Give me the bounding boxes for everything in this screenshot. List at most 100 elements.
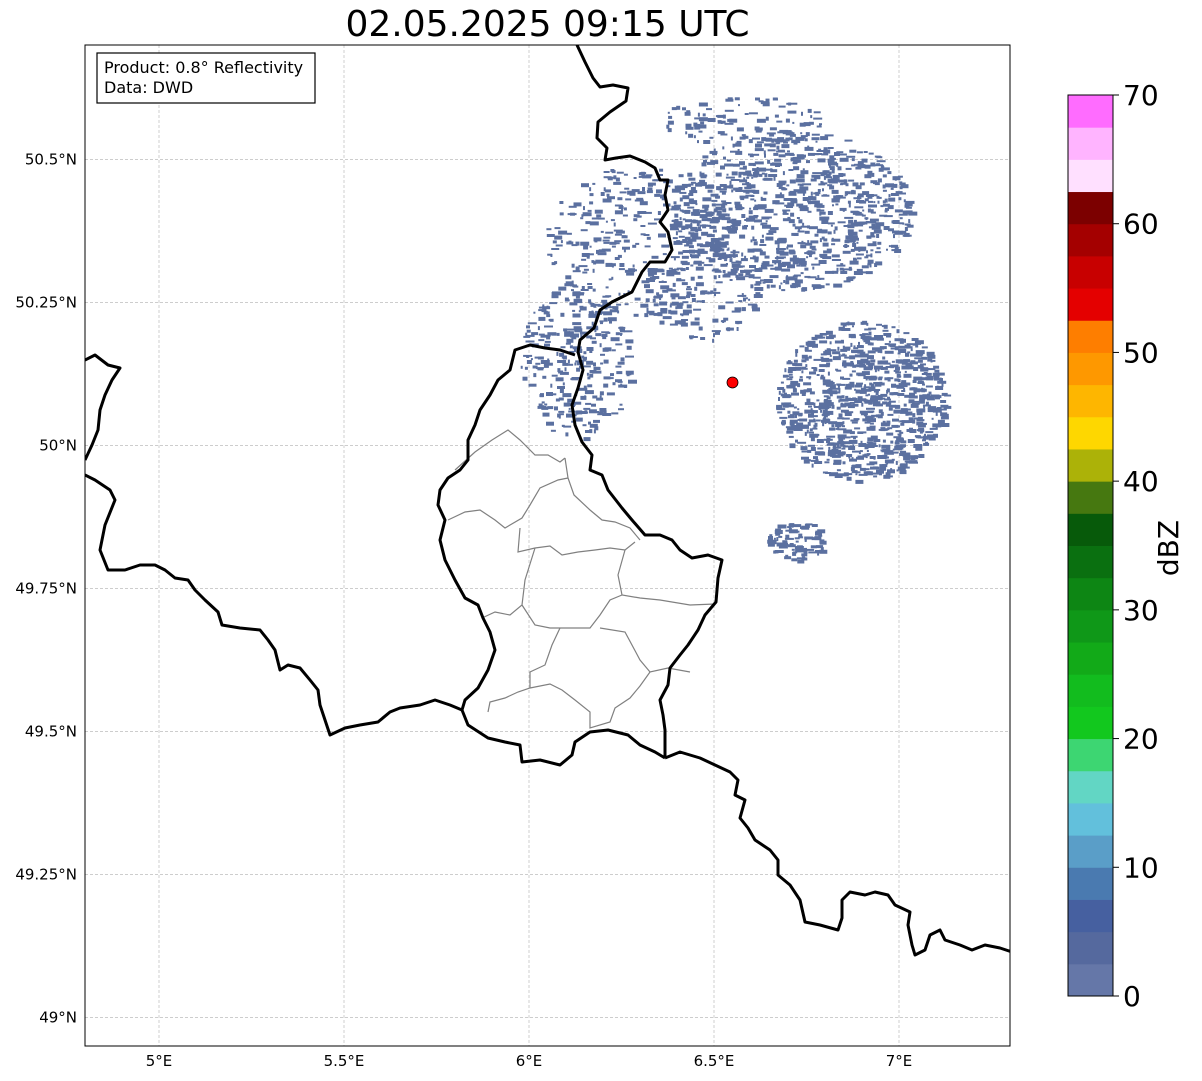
echo-pixel bbox=[882, 401, 888, 405]
echo-pixel bbox=[811, 133, 820, 136]
echo-pixel bbox=[899, 463, 908, 467]
echo-pixel bbox=[834, 475, 843, 478]
echo-pixel bbox=[546, 314, 551, 318]
echo-pixel bbox=[742, 225, 748, 230]
echo-pixel bbox=[810, 447, 816, 451]
echo-pixel bbox=[788, 169, 794, 171]
echo-pixel bbox=[865, 194, 874, 197]
echo-pixel bbox=[769, 534, 773, 537]
echo-pixel bbox=[884, 451, 890, 455]
echo-pixel bbox=[871, 414, 877, 417]
echo-pixel bbox=[694, 317, 700, 321]
echo-pixel bbox=[903, 403, 907, 407]
y-tick-label: 49°N bbox=[39, 1008, 77, 1026]
echo-pixel bbox=[727, 227, 736, 232]
echo-pixel bbox=[829, 155, 835, 160]
echo-pixel bbox=[810, 178, 817, 182]
echo-pixel bbox=[760, 101, 768, 105]
echo-pixel bbox=[858, 473, 868, 476]
echo-pixel bbox=[816, 399, 820, 402]
echo-pixel bbox=[690, 321, 700, 326]
echo-pixel bbox=[891, 244, 898, 248]
echo-pixel bbox=[726, 235, 729, 238]
echo-pixel bbox=[531, 332, 539, 336]
echo-pixel bbox=[755, 97, 760, 101]
echo-pixel bbox=[718, 241, 727, 245]
echo-pixel bbox=[888, 404, 896, 408]
y-tick-label: 50.25°N bbox=[15, 293, 77, 311]
echo-pixel bbox=[655, 269, 665, 273]
echo-pixel bbox=[925, 401, 929, 406]
echo-pixel bbox=[752, 239, 757, 242]
info-data-text: Data: DWD bbox=[104, 78, 193, 97]
echo-pixel bbox=[833, 462, 842, 465]
echo-pixel bbox=[827, 371, 830, 376]
echo-pixel bbox=[709, 221, 719, 224]
echo-pixel bbox=[861, 402, 864, 407]
echo-pixel bbox=[776, 150, 786, 153]
echo-pixel bbox=[587, 209, 592, 212]
echo-pixel bbox=[820, 136, 829, 141]
echo-pixel bbox=[765, 236, 774, 241]
colorbar-band bbox=[1068, 384, 1113, 418]
echo-pixel bbox=[827, 158, 835, 163]
colorbar-band bbox=[1068, 481, 1113, 514]
echo-pixel bbox=[588, 409, 597, 414]
echo-pixel bbox=[812, 433, 820, 436]
echo-pixel bbox=[572, 270, 581, 273]
echo-pixel bbox=[557, 360, 567, 363]
echo-pixel bbox=[726, 226, 731, 229]
echo-pixel bbox=[877, 414, 883, 419]
echo-pixel bbox=[637, 191, 646, 195]
echo-pixel bbox=[837, 450, 840, 454]
x-tick-label: 5.5°E bbox=[324, 1052, 365, 1070]
echo-pixel bbox=[801, 424, 809, 429]
echo-pixel bbox=[598, 411, 604, 415]
echo-pixel bbox=[748, 298, 751, 301]
echo-pixel bbox=[903, 332, 910, 335]
echo-pixel bbox=[778, 180, 787, 184]
echo-pixel bbox=[854, 388, 857, 391]
echo-pixel bbox=[580, 395, 587, 400]
echo-pixel bbox=[787, 110, 797, 114]
echo-pixel bbox=[866, 450, 869, 452]
echo-pixel bbox=[690, 276, 695, 281]
echo-pixel bbox=[839, 398, 849, 402]
echo-pixel bbox=[902, 338, 906, 343]
echo-pixel bbox=[741, 307, 746, 312]
echo-pixel bbox=[677, 186, 685, 191]
echo-pixel bbox=[790, 199, 798, 204]
colorbar-tick-label: 50 bbox=[1123, 336, 1159, 369]
echo-pixel bbox=[813, 153, 820, 156]
echo-pixel bbox=[559, 352, 565, 357]
echo-pixel bbox=[851, 189, 855, 193]
echo-pixel bbox=[916, 419, 925, 422]
echo-pixel bbox=[884, 398, 891, 401]
echo-pixel bbox=[617, 197, 623, 201]
echo-pixel bbox=[601, 299, 608, 303]
echo-pixel bbox=[551, 292, 557, 296]
echo-pixel bbox=[943, 406, 947, 410]
echo-pixel bbox=[707, 184, 714, 189]
echo-pixel bbox=[579, 306, 587, 311]
echo-pixel bbox=[808, 226, 818, 230]
colorbar-tick-label: 0 bbox=[1123, 980, 1141, 1013]
echo-pixel bbox=[900, 230, 907, 234]
echo-pixel bbox=[820, 376, 826, 380]
echo-pixel bbox=[815, 550, 823, 553]
echo-pixel bbox=[784, 537, 794, 540]
echo-pixel bbox=[797, 258, 806, 263]
echo-pixel bbox=[599, 408, 607, 412]
echo-pixel bbox=[808, 419, 816, 423]
echo-pixel bbox=[750, 284, 754, 289]
echo-pixel bbox=[919, 396, 926, 401]
echo-pixel bbox=[756, 257, 759, 262]
echo-pixel bbox=[606, 377, 614, 380]
echo-pixel bbox=[931, 409, 937, 412]
echo-pixel bbox=[842, 461, 846, 465]
echo-pixel bbox=[837, 346, 840, 351]
echo-pixel bbox=[618, 408, 624, 411]
echo-pixel bbox=[522, 376, 528, 381]
x-tick-label: 6.5°E bbox=[694, 1052, 735, 1070]
echo-pixel bbox=[600, 230, 604, 233]
